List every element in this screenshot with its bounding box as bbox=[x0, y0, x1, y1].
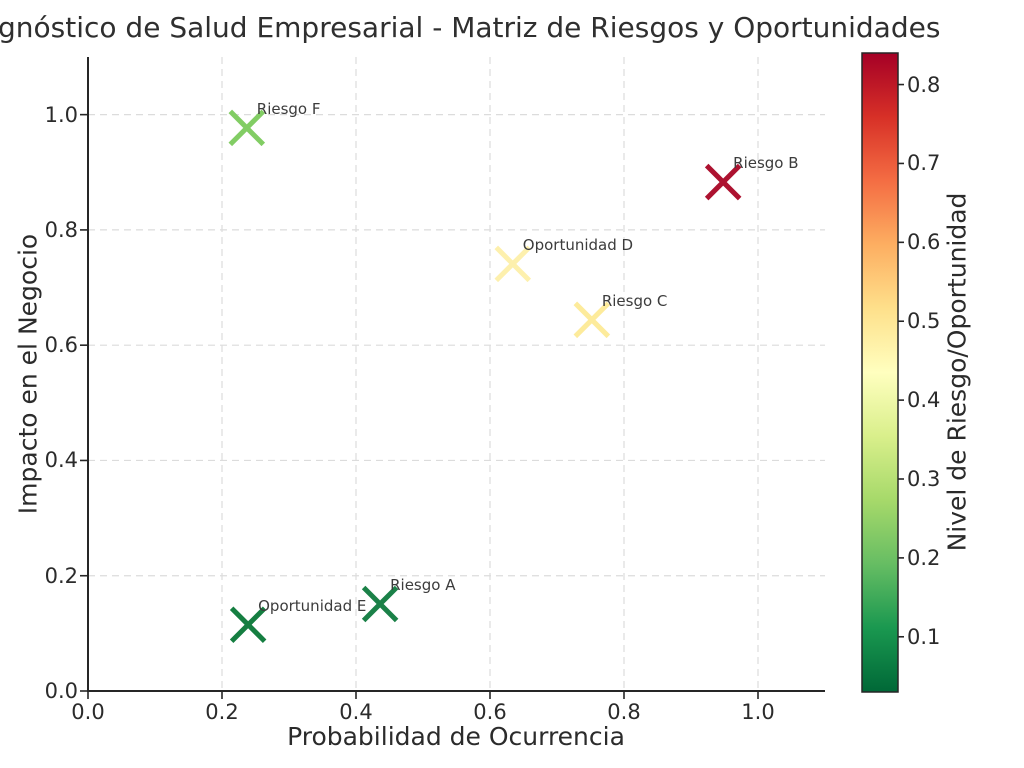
point-label-riesgo-c: Riesgo C bbox=[601, 291, 668, 310]
data-point-riesgo-c bbox=[573, 301, 611, 339]
colorbar-tick-label: 0.5 bbox=[907, 309, 941, 334]
x-tick-label: 0.0 bbox=[71, 700, 105, 724]
colorbar-gradient bbox=[861, 52, 899, 693]
point-label-riesgo-b: Riesgo B bbox=[733, 154, 799, 173]
x-tick-label: 0.6 bbox=[473, 700, 507, 724]
point-label-riesgo-f: Riesgo F bbox=[256, 99, 321, 118]
y-tick-label: 0.2 bbox=[44, 563, 78, 588]
point-label-oportunidad-d: Oportunidad D bbox=[522, 235, 634, 254]
x-tick-label: 1.0 bbox=[741, 700, 775, 724]
colorbar-tick-label: 0.1 bbox=[907, 624, 941, 649]
colorbar-tick-label: 0.3 bbox=[907, 467, 941, 491]
x-tick-label: 0.8 bbox=[607, 700, 641, 724]
point-label-riesgo-a: Riesgo A bbox=[390, 575, 456, 594]
y-axis-label: Impacto en el Negocio bbox=[13, 233, 43, 515]
data-point-riesgo-a bbox=[361, 585, 399, 623]
x-tick-label: 0.2 bbox=[205, 700, 239, 724]
colorbar-label: Nivel de Riesgo/Oportunidad bbox=[942, 192, 972, 552]
data-point-riesgo-f bbox=[228, 109, 266, 147]
y-tick-label: 1.0 bbox=[44, 102, 78, 127]
colorbar-tick-label: 0.8 bbox=[907, 72, 941, 97]
y-tick-label: 0.4 bbox=[44, 448, 78, 473]
data-point-riesgo-b bbox=[704, 163, 742, 201]
chart-title: gnóstico de Salud Empresarial - Matriz d… bbox=[0, 11, 941, 44]
x-axis-label: Probabilidad de Ocurrencia bbox=[287, 722, 625, 751]
point-label-oportunidad-e: Oportunidad E bbox=[258, 596, 367, 615]
colorbar-tick-label: 0.6 bbox=[907, 230, 941, 255]
data-point-oportunidad-e bbox=[229, 606, 267, 643]
y-tick-label: 0.6 bbox=[44, 333, 78, 358]
colorbar-tick-label: 0.7 bbox=[907, 151, 941, 176]
y-tick-label: 0.0 bbox=[44, 679, 78, 703]
y-tick-label: 0.8 bbox=[44, 217, 78, 242]
data-point-oportunidad-d bbox=[494, 245, 532, 283]
colorbar-tick-label: 0.2 bbox=[907, 545, 941, 570]
colorbar-tick-label: 0.4 bbox=[907, 388, 941, 413]
x-tick-label: 0.4 bbox=[339, 700, 373, 724]
